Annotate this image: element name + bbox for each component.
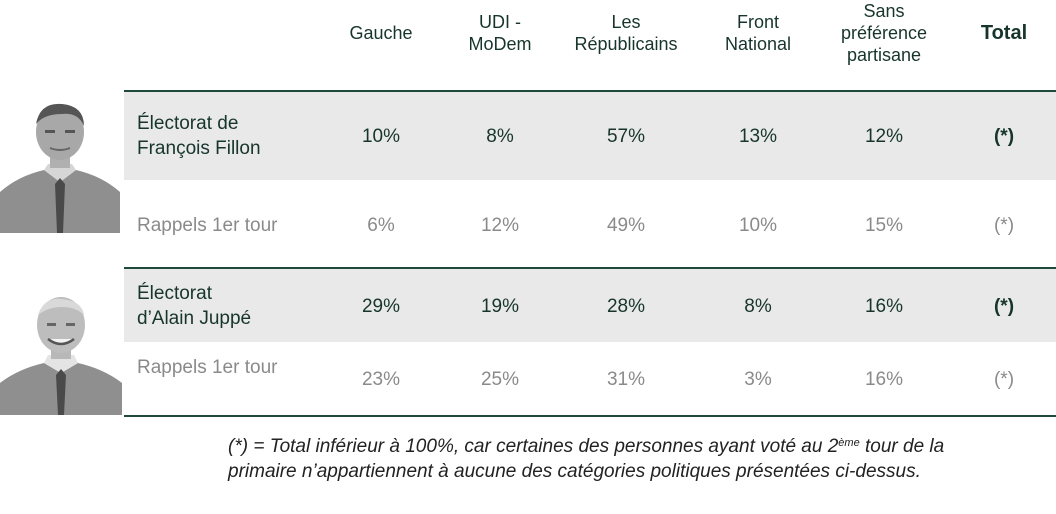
cell-juppe-total: (*)	[993, 296, 1015, 317]
cell-rappel1-gauche: 6%	[367, 215, 395, 236]
footnote-text-end: tour de la primaire n’appartiennent à au…	[228, 436, 945, 482]
cell-rappel1-fn: 10%	[738, 215, 778, 236]
cell-rappel2-fn: 3%	[744, 369, 772, 390]
cell-fillon-lr: 57%	[606, 126, 646, 147]
cell-fillon-udi: 8%	[486, 126, 514, 147]
row-label-rappels-juppe: Rappels 1er tour	[137, 357, 278, 378]
rule-top-juppe	[124, 267, 1056, 269]
person-photo-juppe	[0, 297, 122, 415]
cell-fillon-total: (*)	[993, 126, 1015, 147]
header-front-national: Front National	[724, 12, 792, 54]
header-les-republicains: Les Républicains	[574, 12, 678, 54]
cell-rappel2-gauche: 23%	[361, 369, 401, 390]
cell-fillon-gauche: 10%	[361, 126, 401, 147]
cell-fillon-sans: 12%	[864, 126, 904, 147]
rule-bottom	[124, 415, 1056, 417]
band-fillon	[124, 92, 1056, 180]
cell-juppe-sans: 16%	[864, 296, 904, 317]
cell-rappel2-lr: 31%	[606, 369, 646, 390]
cell-rappel1-lr: 49%	[606, 215, 646, 236]
row-label-rappels-fillon: Rappels 1er tour	[137, 215, 278, 236]
rule-top-fillon	[124, 90, 1056, 92]
row-label-juppe: Électorat d’Alain Juppé	[137, 283, 252, 329]
header-sans-preference: Sans préférence partisane	[840, 1, 928, 65]
cell-rappel1-total: (*)	[993, 215, 1015, 236]
row-label-fillon: Électorat de François Fillon	[137, 113, 261, 159]
cell-rappel2-sans: 16%	[864, 369, 904, 390]
header-gauche: Gauche	[349, 23, 413, 43]
cell-fillon-fn: 13%	[738, 126, 778, 147]
footnote: (*) = Total inférieur à 100%, car certai…	[228, 434, 968, 484]
band-juppe	[124, 269, 1056, 342]
cell-juppe-gauche: 29%	[361, 296, 401, 317]
person-photo-fillon	[0, 103, 120, 233]
cell-juppe-lr: 28%	[606, 296, 646, 317]
cell-rappel1-udi: 12%	[480, 215, 520, 236]
cell-rappel1-sans: 15%	[864, 215, 904, 236]
header-udi-modem: UDI - MoDem	[468, 12, 532, 54]
footnote-text-start: (*) = Total inférieur à 100%, car certai…	[228, 436, 839, 457]
cell-rappel2-total: (*)	[993, 369, 1015, 390]
header-total: Total	[980, 22, 1028, 44]
footnote-superscript: ème	[838, 437, 860, 449]
cell-juppe-fn: 8%	[744, 296, 772, 317]
cell-rappel2-udi: 25%	[480, 369, 520, 390]
cell-juppe-udi: 19%	[480, 296, 520, 317]
